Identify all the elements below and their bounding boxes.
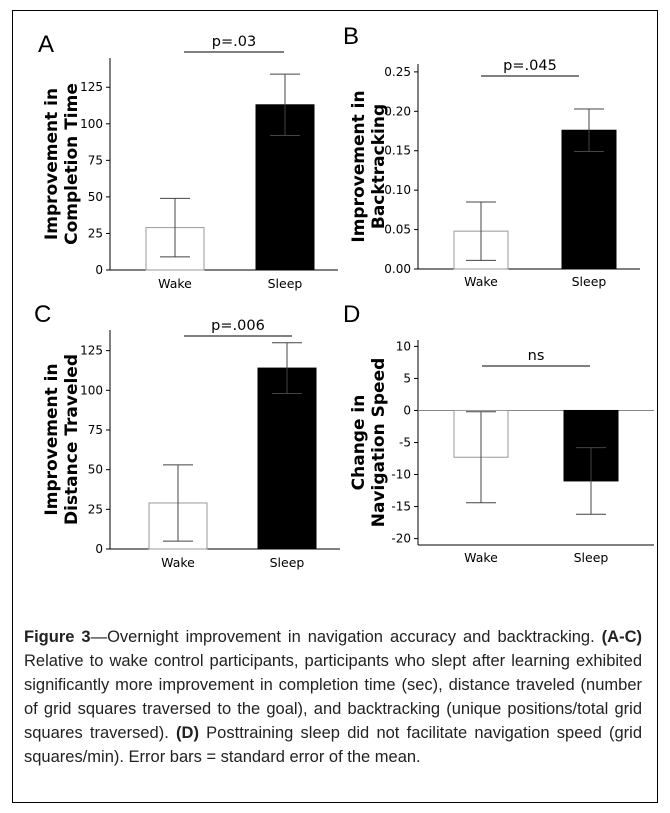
panel-d: D -20 -15 -10 -5 0 5 10 Change inNavigation Spee… bbox=[343, 301, 654, 565]
y-axis-label: Improvement inBacktracking bbox=[349, 90, 389, 242]
x-tick-label: Wake bbox=[464, 550, 498, 565]
y-tick-label: 0.05 bbox=[384, 223, 411, 237]
y-tick-label: 10 bbox=[396, 339, 411, 353]
y-tick-label: 0.00 bbox=[384, 262, 411, 276]
bar-sleep bbox=[561, 129, 617, 270]
significance-label: p=.006 bbox=[211, 318, 265, 334]
y-tick-label: 0.20 bbox=[384, 104, 411, 118]
panel-letter: A bbox=[38, 31, 54, 58]
y-axis-label: Improvement inDistance Traveled bbox=[42, 354, 82, 525]
panel-letter: D bbox=[343, 301, 360, 328]
y-tick-label: -10 bbox=[391, 468, 411, 482]
y-tick-label: -20 bbox=[391, 532, 411, 546]
bar-sleep bbox=[257, 367, 317, 550]
y-tick-label: 75 bbox=[88, 153, 103, 167]
panel-letter: C bbox=[34, 301, 51, 328]
y-axis-label-line: Completion Time bbox=[62, 83, 82, 245]
y-tick-label: 0.15 bbox=[384, 144, 411, 158]
x-tick-label: Wake bbox=[161, 555, 195, 570]
y-tick-label: 75 bbox=[88, 423, 103, 437]
y-tick-label: 25 bbox=[88, 226, 103, 240]
y-tick-label: 0 bbox=[403, 403, 411, 417]
caption-label: Figure 3 bbox=[24, 628, 91, 646]
y-tick-label: 50 bbox=[88, 190, 103, 204]
y-tick-label: 50 bbox=[88, 463, 103, 477]
y-tick-label: 0.10 bbox=[384, 183, 411, 197]
y-tick-label: 125 bbox=[80, 344, 103, 358]
caption-title: —Overnight improvement in navigation acc… bbox=[90, 628, 595, 646]
y-axis-label-line: Change in bbox=[349, 395, 369, 491]
caption-abc-text: Relative to wake control participants, p… bbox=[24, 652, 642, 742]
y-tick-label: 0 bbox=[95, 542, 103, 556]
y-axis-label-line: Improvement in bbox=[42, 88, 62, 240]
y-axis-label-line: Distance Traveled bbox=[62, 354, 82, 525]
y-tick-label: 0.25 bbox=[384, 65, 411, 79]
x-tick-label: Wake bbox=[158, 276, 192, 291]
panel-letter: B bbox=[343, 23, 359, 50]
y-tick-label: 100 bbox=[80, 383, 103, 397]
figure-frame bbox=[12, 10, 658, 803]
y-axis-label-line: Backtracking bbox=[369, 104, 389, 229]
y-axis-label: Change inNavigation Speed bbox=[349, 358, 389, 528]
x-tick-label: Sleep bbox=[574, 550, 609, 565]
panel-b: B 0.00 0.05 0.10 0.15 0.20 0.25 Improvement inB… bbox=[343, 23, 640, 289]
y-tick-label: 125 bbox=[80, 80, 103, 94]
y-tick-label: 5 bbox=[403, 371, 411, 385]
figure-caption: Figure 3—Overnight improvement in naviga… bbox=[24, 625, 642, 769]
x-tick-label: Sleep bbox=[268, 276, 303, 291]
significance-label: ns bbox=[528, 348, 545, 364]
significance-label: p=.045 bbox=[503, 58, 557, 74]
y-tick-label: -15 bbox=[391, 500, 411, 514]
x-tick-label: Sleep bbox=[270, 555, 305, 570]
x-tick-label: Wake bbox=[464, 274, 498, 289]
caption-d-label: (D) bbox=[176, 724, 199, 742]
y-axis-label-line: Navigation Speed bbox=[369, 358, 389, 528]
y-axis-label-line: Improvement in bbox=[42, 363, 62, 515]
y-tick-label: -5 bbox=[399, 436, 411, 450]
significance-label: p=.03 bbox=[212, 34, 256, 50]
y-axis-label: Improvement inCompletion Time bbox=[42, 83, 82, 245]
caption-abc-label: (A-C) bbox=[601, 628, 642, 646]
y-tick-label: 100 bbox=[80, 117, 103, 131]
caption-d-text: Posttraining sleep did not facilitate na… bbox=[24, 724, 642, 766]
x-tick-label: Sleep bbox=[572, 274, 607, 289]
y-axis-label-line: Improvement in bbox=[349, 90, 369, 242]
y-tick-label: 0 bbox=[95, 263, 103, 277]
y-tick-label: 25 bbox=[88, 502, 103, 516]
